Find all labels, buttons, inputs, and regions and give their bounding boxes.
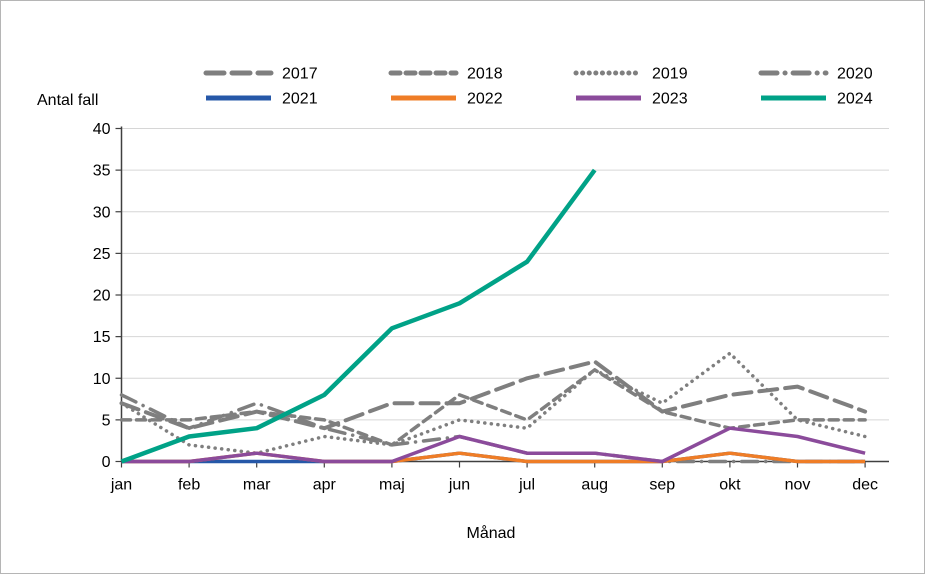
legend-label-2024: 2024 — [837, 91, 873, 108]
x-tick-label: maj — [379, 477, 405, 494]
y-tick-label: 30 — [93, 204, 111, 221]
gridlines — [121, 128, 889, 421]
legend-label-2017: 2017 — [282, 66, 318, 83]
legend-label-2019: 2019 — [652, 66, 688, 83]
x-tick-label: jul — [518, 477, 535, 494]
y-tick-label: 15 — [93, 329, 111, 346]
series-line-2023 — [121, 426, 866, 464]
series-line-2018 — [119, 368, 867, 447]
legend-label-2018: 2018 — [467, 66, 503, 83]
y-tick-label: 25 — [93, 246, 111, 263]
legend-item-2021: 2021 — [206, 91, 318, 108]
x-axis-title: Månad — [467, 524, 516, 542]
x-tick-label: apr — [313, 477, 337, 494]
y-tick-label: 20 — [93, 288, 111, 305]
legend-label-2022: 2022 — [467, 91, 503, 108]
x-tick-label: sep — [649, 477, 675, 494]
x-tick-label: jun — [448, 477, 470, 494]
legend-item-2023: 2023 — [576, 91, 688, 108]
legend-item-2020: 2020 — [758, 66, 873, 83]
x-tick-label: okt — [719, 477, 741, 494]
series-lines — [119, 168, 868, 464]
y-tick-label: 35 — [93, 163, 111, 180]
legend: 2017 2018 2019 2020 2021 2022 2023 2024 — [203, 66, 873, 108]
y-tick-label: 40 — [93, 121, 111, 138]
legend-item-2024: 2024 — [761, 91, 873, 108]
legend-label-2023: 2023 — [652, 91, 688, 108]
legend-item-2017: 2017 — [203, 66, 318, 83]
legend-item-2019: 2019 — [573, 66, 688, 83]
series-line-2024 — [120, 168, 597, 464]
x-tick-label: mar — [243, 477, 271, 494]
series-line-2020 — [119, 393, 867, 464]
y-tick-label: 10 — [93, 371, 111, 388]
x-tick-label: dec — [852, 477, 878, 494]
legend-label-2020: 2020 — [837, 66, 873, 83]
x-tick-label: aug — [581, 477, 608, 494]
legend-label-2021: 2021 — [282, 91, 318, 108]
y-axis-title: Antal fall — [37, 92, 98, 109]
legend-item-2018: 2018 — [388, 66, 503, 83]
y-tick-label: 0 — [102, 454, 111, 471]
x-tick-label: feb — [178, 477, 200, 494]
y-tick-label: 5 — [102, 412, 111, 429]
y-axis-tick-labels: 0 5 10 15 20 25 30 35 40 — [93, 121, 111, 471]
x-tick-label: nov — [785, 477, 811, 494]
x-tick-label: jan — [110, 477, 132, 494]
legend-item-2022: 2022 — [391, 91, 503, 108]
series-line-2019 — [119, 351, 867, 455]
series-line-2017 — [119, 359, 868, 431]
x-axis-tick-labels: jan feb mar apr maj jun jul aug sep okt nov dec — [110, 477, 878, 494]
